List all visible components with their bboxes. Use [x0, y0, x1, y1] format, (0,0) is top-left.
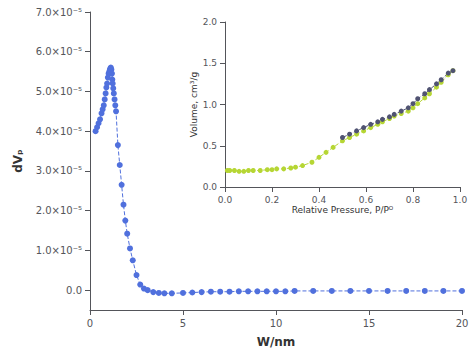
svg-text:0.8: 0.8	[406, 195, 421, 205]
svg-text:1.0: 1.0	[203, 100, 218, 110]
svg-text:0.2: 0.2	[265, 195, 279, 205]
svg-text:Volume, cm³/g: Volume, cm³/g	[189, 72, 199, 137]
svg-text:3.0×10⁻⁵: 3.0×10⁻⁵	[36, 165, 82, 176]
svg-text:5: 5	[180, 318, 186, 329]
svg-text:0: 0	[87, 318, 93, 329]
svg-text:0.0: 0.0	[218, 195, 233, 205]
svg-text:Relative Pressure, P/Pᴼ: Relative Pressure, P/Pᴼ	[292, 205, 394, 215]
svg-text:dVₚ: dVₚ	[11, 149, 25, 173]
svg-text:W/nm: W/nm	[257, 335, 296, 349]
svg-text:5.0×10⁻⁵: 5.0×10⁻⁵	[36, 86, 82, 97]
svg-text:15: 15	[363, 318, 376, 329]
svg-text:20: 20	[456, 318, 469, 329]
svg-text:6.0×10⁻⁵: 6.0×10⁻⁵	[36, 46, 82, 57]
svg-text:7.0×10⁻⁵: 7.0×10⁻⁵	[36, 7, 82, 18]
svg-text:10: 10	[270, 318, 283, 329]
svg-text:0.6: 0.6	[359, 195, 374, 205]
svg-text:0.5: 0.5	[203, 141, 217, 151]
svg-text:1.0: 1.0	[453, 195, 468, 205]
svg-text:2.0: 2.0	[203, 17, 218, 27]
svg-text:1.5: 1.5	[203, 58, 217, 68]
svg-text:0.0: 0.0	[66, 285, 82, 296]
svg-text:1.0×10⁻⁵: 1.0×10⁻⁵	[36, 245, 82, 256]
svg-text:0.0: 0.0	[203, 182, 218, 192]
svg-text:2.0×10⁻⁵: 2.0×10⁻⁵	[36, 205, 82, 216]
svg-text:4.0×10⁻⁵: 4.0×10⁻⁵	[36, 126, 82, 137]
svg-text:0.4: 0.4	[312, 195, 327, 205]
